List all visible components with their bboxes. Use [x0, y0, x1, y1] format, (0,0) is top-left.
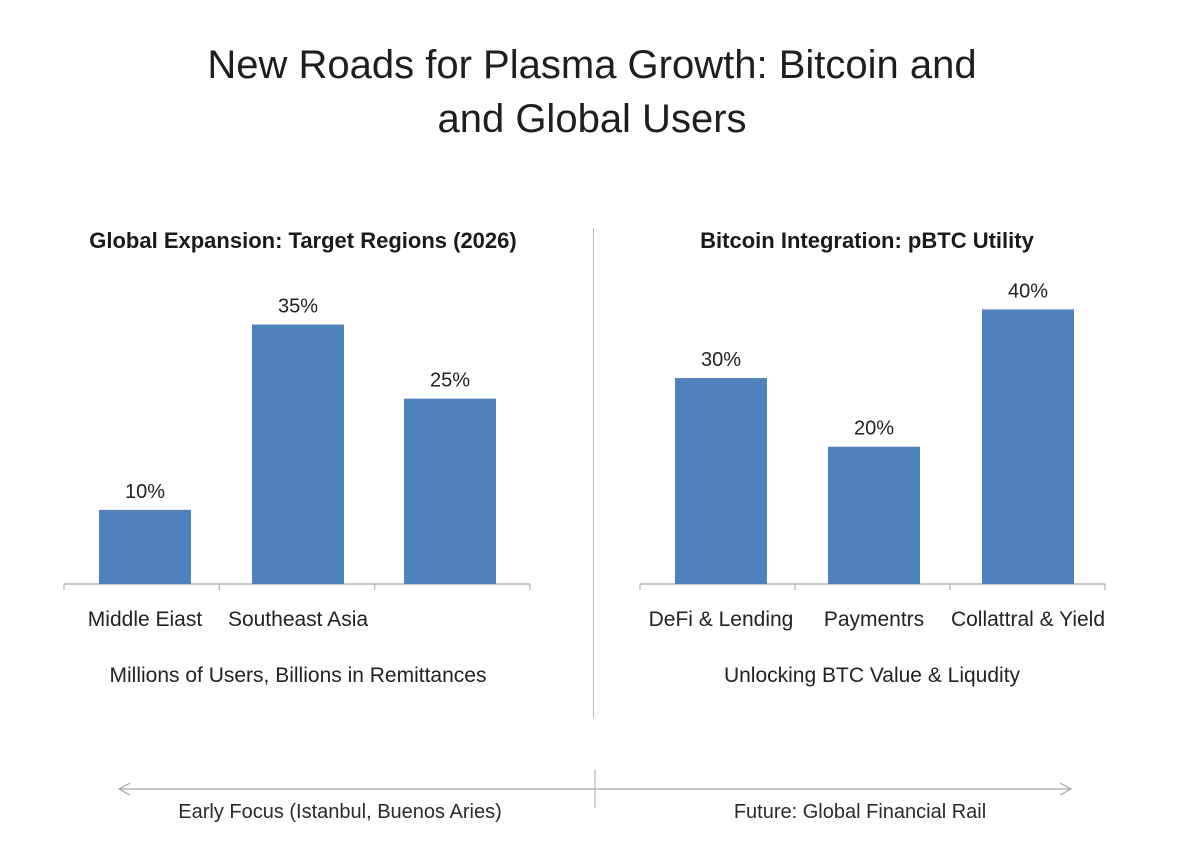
timeline-arrowhead-right	[1059, 782, 1073, 796]
bar-value-label: 20%	[854, 418, 894, 440]
chart-title: Bitcoin Integration: pBTC Utility	[700, 228, 1034, 253]
panel-divider	[593, 228, 594, 718]
chart-title: Global Expansion: Target Regions (2026)	[89, 228, 516, 253]
x-axis-caption: Millions of Users, Billions in Remittanc…	[110, 664, 487, 687]
page-title: New Roads for Plasma Growth: Bitcoin and…	[0, 38, 1184, 146]
bar	[99, 509, 191, 584]
bar-value-label: 40%	[1008, 280, 1048, 302]
bar-value-label: 10%	[125, 481, 165, 503]
bar	[404, 398, 496, 584]
x-axis-caption: Unlocking BTC Value & Liqudity	[724, 664, 1021, 687]
bar	[828, 446, 920, 584]
bar	[982, 309, 1074, 584]
bar-value-label: 35%	[278, 296, 318, 318]
category-label: Middle Eiast	[88, 608, 203, 631]
chart-panel-pbtc: Bitcoin Integration: pBTC Utility 30% DeFi…	[639, 228, 1106, 687]
bar	[252, 324, 344, 584]
timeline-right-label: Future: Global Financial Rail	[733, 801, 987, 823]
chart-panel-regions: Global Expansion: Target Regions (2026) 1…	[63, 228, 531, 687]
title-line-1: New Roads for Plasma Growth: Bitcoin and	[207, 43, 977, 87]
timeline-left-label: Early Focus (Istanbul, Buenos Aries)	[178, 801, 502, 823]
category-label: Collattral & Yield	[951, 608, 1105, 631]
bar	[675, 378, 767, 584]
bar-value-label: 25%	[430, 370, 470, 392]
timeline-arrowhead-left	[117, 782, 131, 796]
category-label: Southeast Asia	[228, 608, 368, 631]
timeline-arrow	[117, 770, 1073, 808]
bar-value-label: 30%	[701, 349, 741, 371]
category-label: Paymentrs	[824, 608, 924, 631]
title-line-2: and Global Users	[437, 97, 747, 141]
category-label: DeFi & Lending	[649, 608, 794, 631]
